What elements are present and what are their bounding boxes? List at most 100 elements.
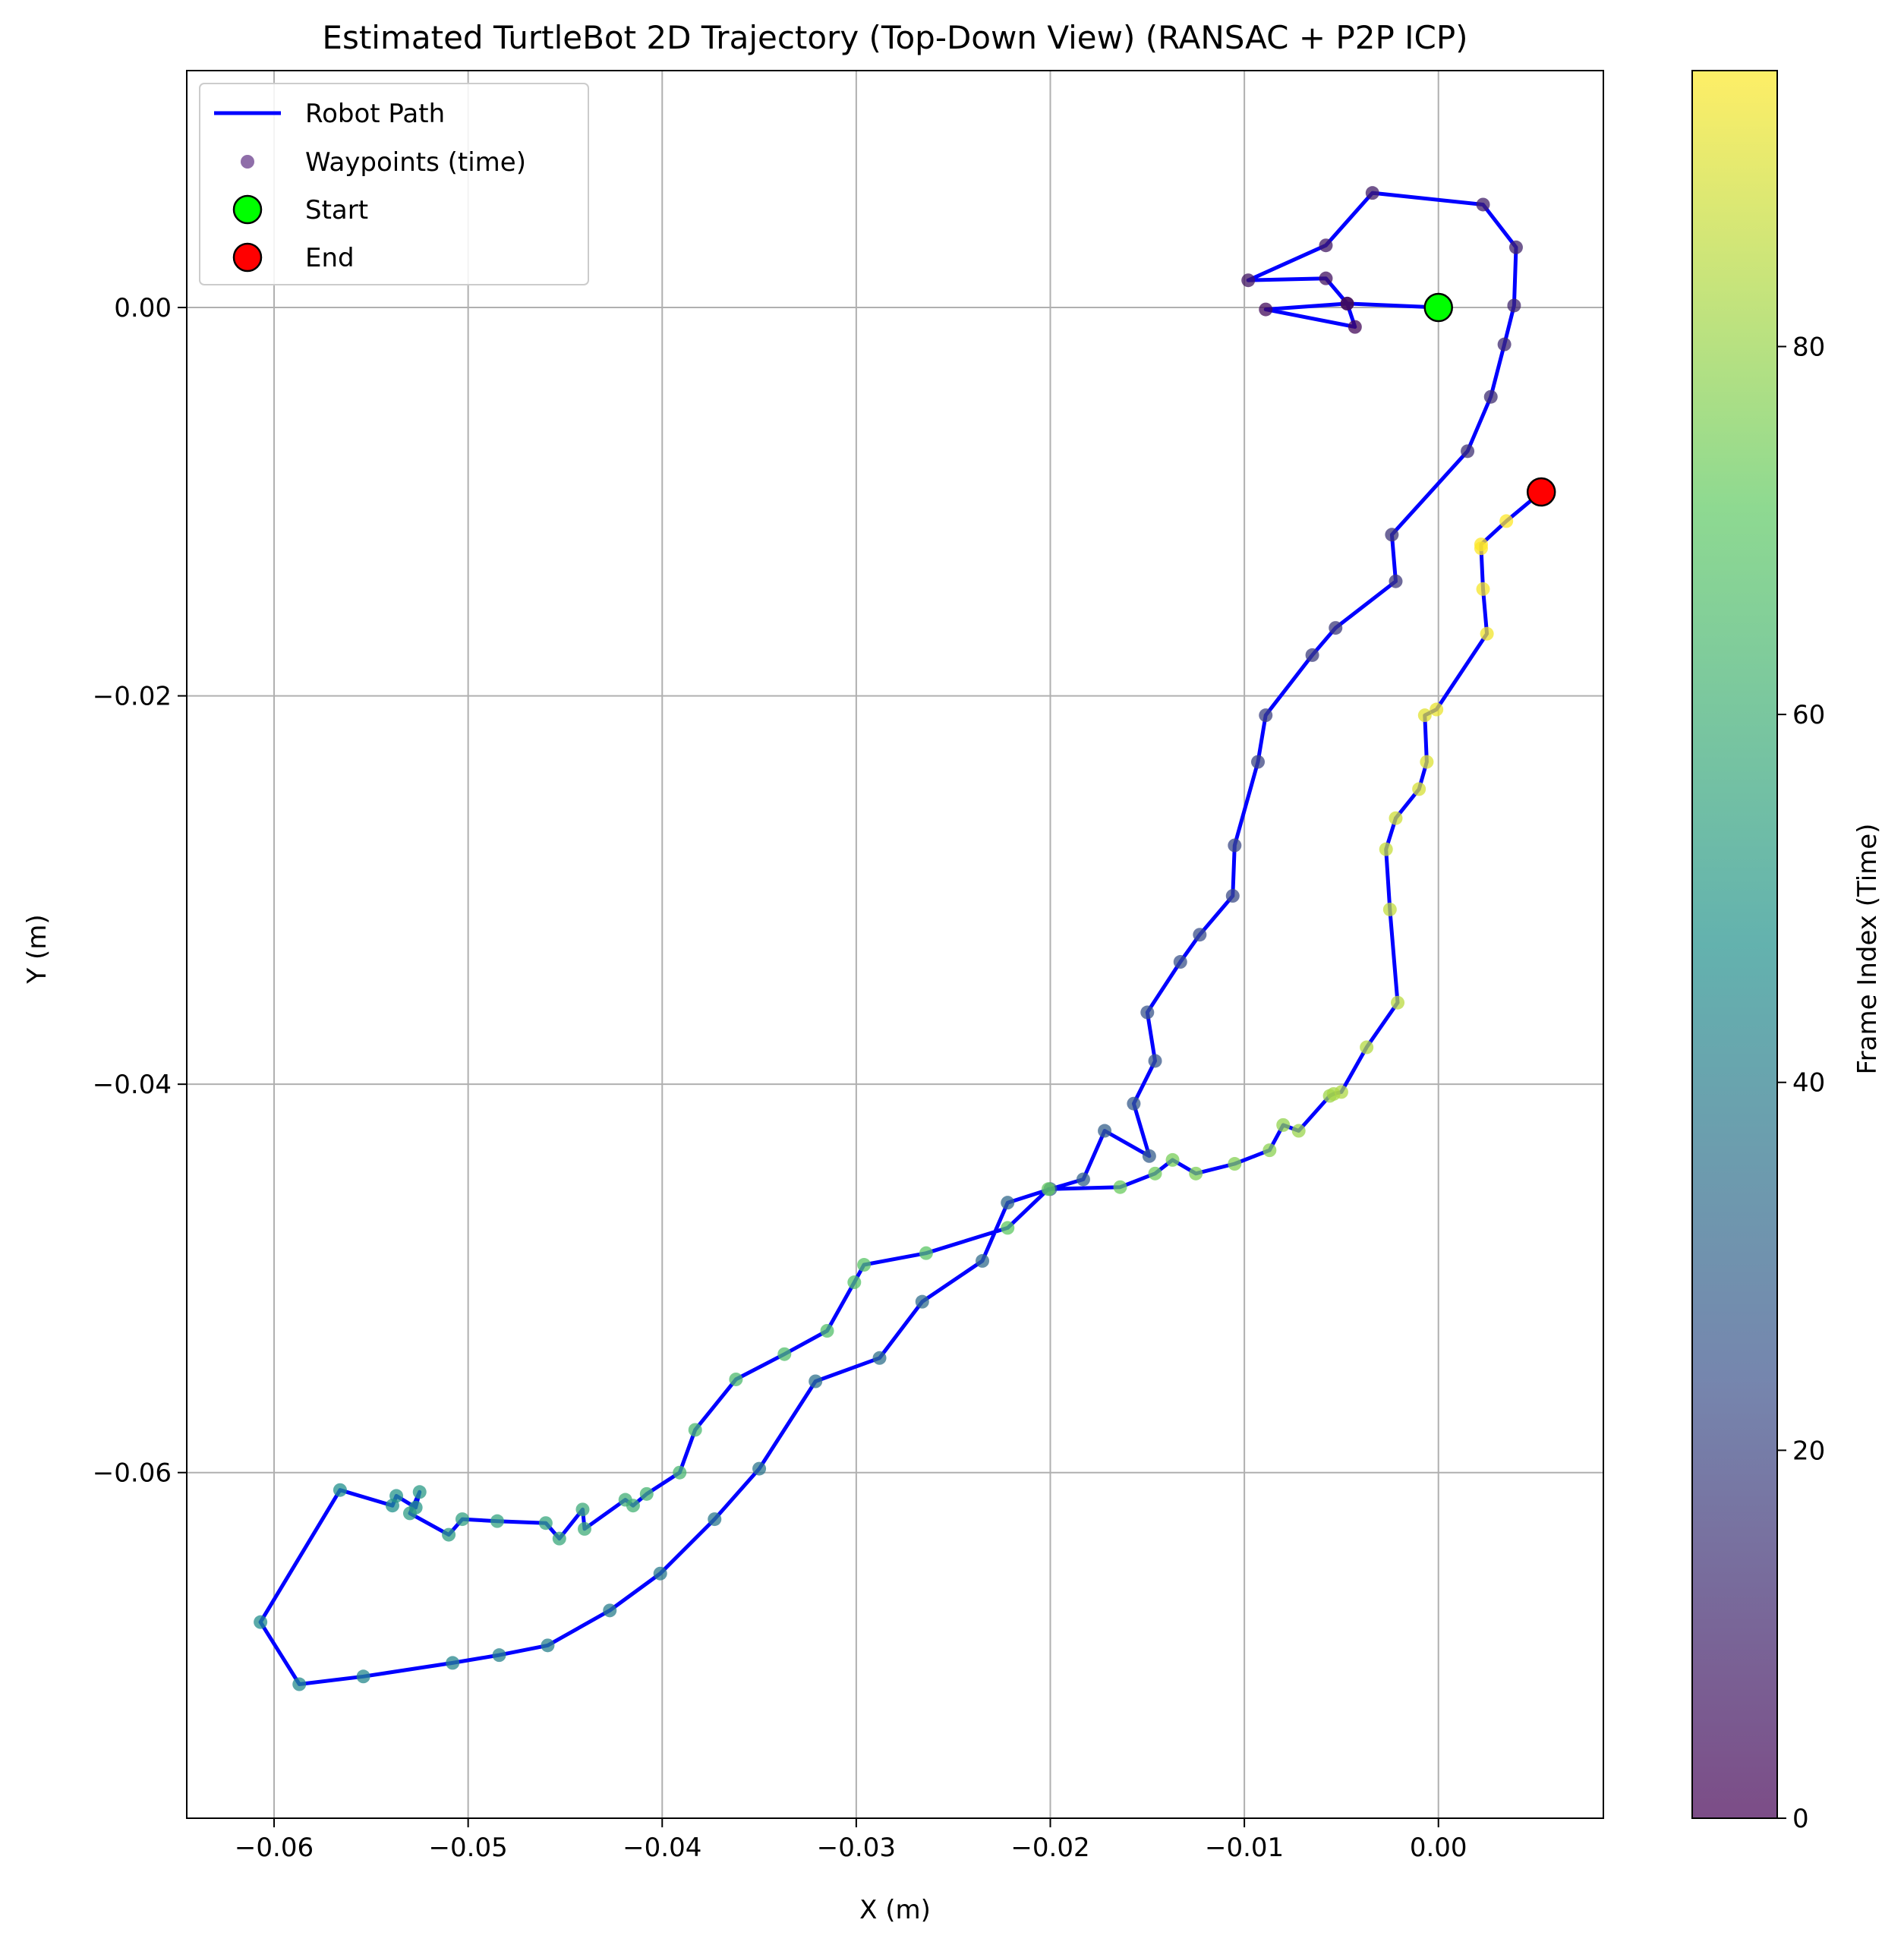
waypoint-marker <box>1499 514 1514 528</box>
grid-lines <box>187 71 1603 1818</box>
waypoint-marker <box>1329 621 1343 635</box>
start-marker <box>1423 292 1453 323</box>
colorbar-ticks: 0 20 40 60 80 <box>1777 332 1825 1834</box>
waypoint-marker <box>1259 708 1273 723</box>
chart-title: Estimated TurtleBot 2D Trajectory (Top-D… <box>322 19 1467 56</box>
x-tick-label: −0.03 <box>817 1833 896 1863</box>
plot-data <box>254 186 1556 1691</box>
legend-label-path: Robot Path <box>305 99 445 129</box>
waypoint-marker <box>1251 755 1266 769</box>
waypoint-marker <box>673 1465 687 1480</box>
waypoint-marker <box>1417 708 1432 723</box>
waypoint-marker <box>1348 320 1362 334</box>
waypoint-marker <box>1430 702 1444 717</box>
y-tick-label: −0.04 <box>93 1070 172 1100</box>
legend-label-waypoints: Waypoints (time) <box>305 147 526 178</box>
waypoint-marker <box>254 1615 268 1629</box>
waypoint-marker <box>1142 1149 1156 1163</box>
waypoint-marker <box>412 1485 427 1499</box>
waypoint-marker <box>1228 838 1242 853</box>
waypoint-marker <box>1001 1196 1015 1210</box>
x-axis-label: X (m) <box>859 1895 931 1925</box>
waypoint-marker <box>1305 648 1319 662</box>
colorbar-tick-label: 0 <box>1792 1804 1809 1834</box>
waypoint-marker <box>1385 528 1399 542</box>
end-marker <box>1526 477 1556 507</box>
waypoint-marker <box>1113 1180 1127 1194</box>
waypoint-marker <box>552 1531 566 1546</box>
waypoint-marker <box>688 1423 702 1437</box>
waypoint-marker <box>1076 1172 1090 1187</box>
waypoint-marker <box>1319 238 1333 253</box>
waypoint-marker <box>1193 928 1207 942</box>
waypoint-marker <box>915 1294 929 1309</box>
waypoint-marker <box>1225 889 1240 903</box>
waypoint-marker <box>1319 271 1333 285</box>
x-tick-label: −0.04 <box>623 1833 701 1863</box>
waypoint-marker <box>1291 1124 1306 1138</box>
waypoint-marker <box>919 1246 933 1260</box>
colorbar-tick-label: 80 <box>1792 332 1825 362</box>
legend-label-end: End <box>305 243 355 273</box>
waypoint-marker <box>857 1258 872 1272</box>
waypoint-marker <box>1127 1096 1141 1111</box>
waypoint-marker <box>1474 537 1488 552</box>
waypoint-marker <box>492 1648 506 1663</box>
waypoint-marker <box>1389 811 1403 825</box>
waypoint-marker <box>1001 1221 1015 1235</box>
waypoint-marker <box>575 1502 590 1517</box>
legend-box <box>199 83 589 285</box>
waypoint-marker <box>1140 1005 1155 1020</box>
waypoint-marker <box>809 1374 823 1389</box>
waypoint-marker <box>356 1669 370 1684</box>
waypoint-marker <box>872 1351 887 1365</box>
waypoint-marker <box>1263 1143 1277 1158</box>
waypoint-marker <box>1165 1152 1180 1167</box>
legend-waypoint-swatch <box>241 155 254 169</box>
waypoint-marker <box>1340 296 1354 311</box>
waypoint-marker <box>446 1656 460 1670</box>
waypoint-marker <box>1412 782 1426 796</box>
waypoint-marker <box>820 1323 834 1338</box>
waypoint-marker <box>490 1514 504 1528</box>
waypoint-marker <box>1334 1085 1348 1099</box>
waypoint-marker <box>708 1512 722 1527</box>
waypoint-marker <box>333 1483 347 1497</box>
colorbar-gradient <box>1692 71 1777 1818</box>
waypoint-marker <box>639 1486 654 1501</box>
waypoint-marker <box>777 1347 792 1361</box>
colorbar: 0 20 40 60 80 Frame Index (Time) <box>1691 70 1883 1834</box>
waypoint-marker <box>402 1506 417 1521</box>
axis-ticks: −0.06 −0.05 −0.04 −0.03 −0.02 −0.01 0.00 0.00 −0… <box>93 293 1467 1863</box>
colorbar-tick-label: 20 <box>1792 1436 1825 1466</box>
waypoint-marker <box>729 1372 743 1386</box>
waypoint-marker <box>1041 1182 1055 1196</box>
legend-label-start: Start <box>305 195 368 225</box>
y-tick-label: −0.02 <box>93 682 172 712</box>
waypoint-marker <box>389 1489 404 1503</box>
waypoint-marker <box>578 1521 592 1536</box>
waypoint-marker <box>1483 389 1498 404</box>
waypoint-marker <box>752 1461 767 1476</box>
x-tick-label: −0.02 <box>1010 1833 1089 1863</box>
waypoint-marker <box>1148 1166 1162 1181</box>
waypoint-marker <box>1241 273 1256 288</box>
plot-background <box>187 71 1603 1818</box>
colorbar-tick-label: 60 <box>1792 700 1825 730</box>
colorbar-frame <box>1691 70 1778 1819</box>
x-tick-label: 0.00 <box>1410 1833 1467 1863</box>
waypoint-marker <box>1259 302 1273 317</box>
waypoint-marker <box>847 1275 862 1290</box>
waypoint-marker <box>1389 574 1403 588</box>
colorbar-label: Frame Index (Time) <box>1852 824 1883 1075</box>
waypoint-marker <box>1365 186 1379 200</box>
waypoint-marker <box>1360 1040 1374 1054</box>
waypoint-marker <box>1148 1054 1162 1068</box>
x-tick-label: −0.06 <box>235 1833 314 1863</box>
waypoint-marker <box>603 1603 617 1618</box>
waypoint-marker <box>1507 298 1521 313</box>
y-axis-label: Y (m) <box>22 914 52 984</box>
waypoint-marker <box>626 1499 640 1513</box>
waypoint-marker <box>1480 626 1494 641</box>
